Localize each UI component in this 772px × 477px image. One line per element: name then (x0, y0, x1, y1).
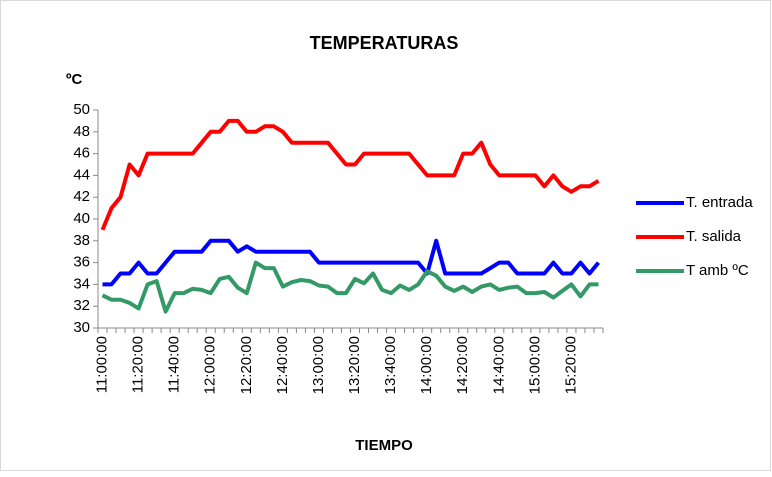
x-tick-label: 11:20:00 (130, 336, 147, 393)
y-tick-label: 44 (73, 166, 90, 183)
chart-title: TEMPERATURAS (310, 33, 459, 53)
series-line (101, 260, 599, 314)
x-tick-label: 12:40:00 (274, 336, 291, 394)
x-tick-label: 14:40:00 (490, 336, 507, 394)
y-tick-label: 38 (73, 232, 90, 249)
y-axis-label: ºC (66, 71, 82, 88)
x-tick-label: 11:00:00 (93, 336, 110, 393)
legend-label: T. entrada (686, 194, 753, 211)
y-tick-label: 46 (73, 145, 90, 162)
y-tick-label: 50 (73, 101, 90, 118)
x-tick-label: 12:00:00 (202, 336, 219, 394)
legend-label: T. salida (686, 228, 742, 245)
y-tick-label: 42 (73, 188, 90, 205)
x-tick-label: 13:20:00 (346, 336, 363, 394)
y-tick-label: 30 (73, 319, 90, 336)
x-tick-label: 13:40:00 (382, 336, 399, 394)
x-tick-label: 14:00:00 (418, 336, 435, 394)
series-line (100, 118, 600, 231)
y-tick-label: 40 (73, 210, 90, 227)
x-tick-label: 12:20:00 (238, 336, 255, 394)
x-tick-label: 11:40:00 (166, 336, 183, 393)
x-axis-label: TIEMPO (355, 437, 413, 454)
legend-label: T amb ºC (686, 262, 749, 279)
y-tick-label: 32 (73, 297, 90, 314)
y-tick-label: 48 (73, 123, 90, 140)
y-tick-label: 36 (73, 254, 90, 271)
x-tick-label: 14:20:00 (454, 336, 471, 394)
x-tick-label: 13:00:00 (310, 336, 327, 394)
x-tick-label: 15:20:00 (562, 336, 579, 394)
y-tick-label: 34 (73, 275, 90, 292)
series-line (102, 238, 601, 287)
x-tick-label: 15:00:00 (526, 336, 543, 394)
